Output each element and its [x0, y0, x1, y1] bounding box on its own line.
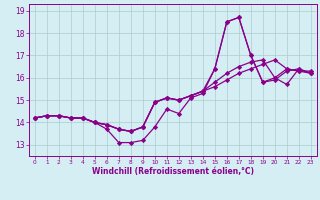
- X-axis label: Windchill (Refroidissement éolien,°C): Windchill (Refroidissement éolien,°C): [92, 167, 254, 176]
